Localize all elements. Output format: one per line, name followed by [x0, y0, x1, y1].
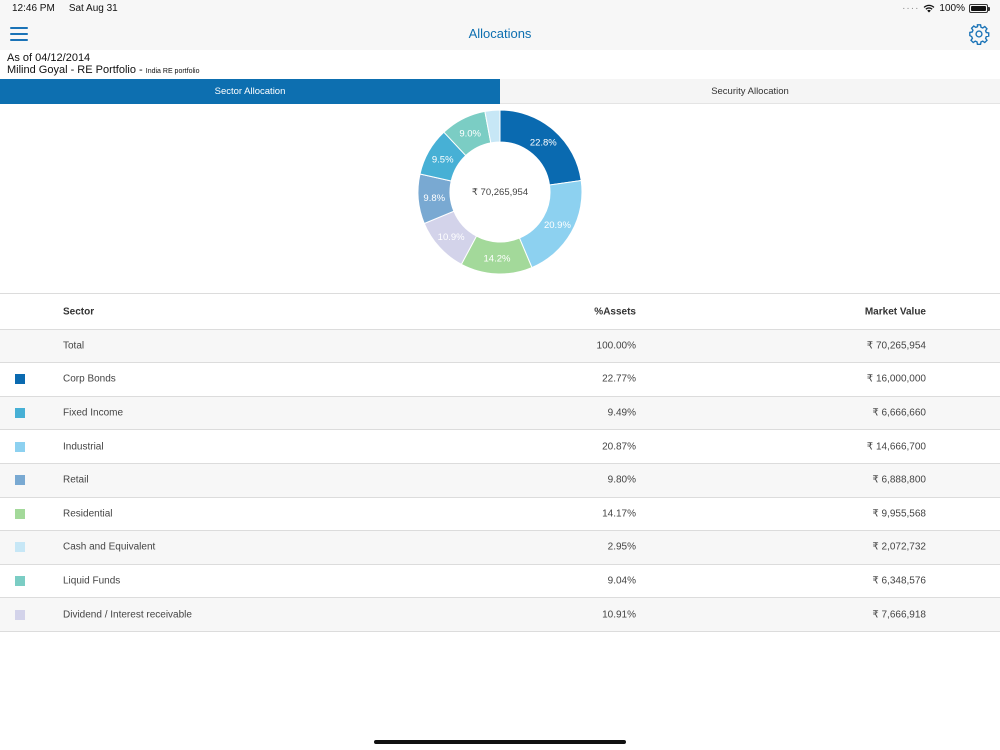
battery-icon [969, 4, 990, 13]
legend-swatch [15, 542, 25, 553]
slice-label: 22.8% [530, 138, 557, 149]
sector-market-value: ₹ 9,955,568 [872, 508, 926, 520]
table-header-row: Sector %Assets Market Value [0, 296, 1000, 330]
allocation-table: Sector %Assets Market Value Total 100.00… [0, 296, 1000, 632]
nav-bar: Allocations [0, 18, 1000, 50]
portfolio-info: As of 04/12/2014 Milind Goyal - RE Portf… [7, 52, 199, 78]
tab-security-allocation[interactable]: Security Allocation [500, 79, 1000, 104]
slice-label: 14.2% [484, 253, 511, 264]
donut-chart-svg: 22.8% 20.9% 14.2% 10.9% 9.8% 9.5% 9.0% ₹ 70,26… [417, 109, 583, 275]
slice-label: 9.5% [432, 155, 454, 166]
sector-market-value: ₹ 6,666,660 [872, 407, 926, 419]
sector-assets: 10.91% [602, 609, 636, 621]
legend-swatch [15, 408, 25, 419]
table-row[interactable]: Liquid Funds 9.04% ₹ 6,348,576 [0, 565, 1000, 599]
sector-name: Residential [63, 508, 113, 520]
slice-label: 20.9% [544, 220, 571, 231]
wifi-icon [924, 4, 935, 13]
sector-assets: 20.87% [602, 441, 636, 453]
total-market-value: ₹ 70,265,954 [866, 340, 926, 352]
sector-name: Corp Bonds [63, 373, 116, 385]
header-sector: Sector [63, 306, 95, 318]
status-date: Sat Aug 31 [68, 3, 118, 14]
sector-name: Industrial [63, 441, 104, 453]
table-row[interactable]: Fixed Income 9.49% ₹ 6,666,660 [0, 396, 1000, 431]
table-total-row: Total 100.00% ₹ 70,265,954 [0, 329, 1000, 364]
sector-assets: 9.80% [607, 474, 636, 486]
hamburger-menu-icon[interactable] [10, 27, 28, 41]
sector-market-value: ₹ 6,348,576 [872, 575, 926, 587]
sector-donut-chart: 22.8% 20.9% 14.2% 10.9% 9.8% 9.5% 9.0% ₹ 70,26… [0, 104, 1000, 294]
sector-name: Dividend / Interest receivable [63, 609, 192, 621]
sector-assets: 14.17% [602, 508, 636, 520]
sector-name: Liquid Funds [63, 575, 121, 587]
header-market-value: Market Value [864, 306, 926, 318]
table-row[interactable]: Dividend / Interest receivable 10.91% ₹ 7,… [0, 598, 1000, 632]
legend-swatch [15, 576, 25, 587]
status-bar: 12:46 PM Sat Aug 31 ···· 100% [0, 0, 1000, 18]
legend-swatch [15, 609, 25, 620]
sector-market-value: ₹ 7,666,918 [872, 609, 926, 621]
slice-label: 9.8% [423, 193, 445, 204]
portfolio-title: Milind Goyal - RE Portfolio - [7, 64, 146, 76]
tab-sector-allocation[interactable]: Sector Allocation [0, 79, 500, 104]
sector-assets: 22.77% [602, 373, 636, 385]
header-assets: %Assets [594, 306, 636, 318]
sector-market-value: ₹ 16,000,000 [866, 373, 926, 385]
table-row[interactable]: Retail 9.80% ₹ 6,888,800 [0, 463, 1000, 498]
dots-icon: ···· [902, 3, 920, 14]
portfolio-subtitle: India RE portfolio [145, 68, 200, 75]
page-title: Allocations [468, 26, 532, 41]
gear-icon[interactable] [968, 23, 990, 45]
sector-assets: 2.95% [607, 541, 636, 553]
table-row[interactable]: Residential 14.17% ₹ 9,955,568 [0, 498, 1000, 532]
legend-swatch [15, 374, 25, 385]
home-indicator[interactable] [374, 740, 626, 744]
battery-percent: 100% [939, 3, 965, 14]
sector-assets: 9.04% [607, 575, 636, 587]
legend-swatch [15, 475, 25, 486]
sector-name: Cash and Equivalent [63, 541, 156, 553]
sector-name: Fixed Income [63, 407, 124, 419]
table-row[interactable]: Cash and Equivalent 2.95% ₹ 2,072,732 [0, 531, 1000, 565]
as-of-date: As of 04/12/2014 [7, 52, 91, 64]
sector-market-value: ₹ 14,666,700 [866, 441, 926, 453]
total-assets: 100.00% [596, 340, 636, 352]
sector-market-value: ₹ 2,072,732 [872, 541, 926, 553]
allocation-tabs: Sector Allocation Security Allocation [0, 79, 1000, 104]
donut-center-total: ₹ 70,265,954 [472, 187, 528, 198]
sector-assets: 9.49% [607, 407, 636, 419]
table-row[interactable]: Industrial 20.87% ₹ 14,666,700 [0, 430, 1000, 464]
slice-label: 9.0% [459, 129, 481, 140]
legend-swatch [15, 508, 25, 519]
total-label: Total [63, 340, 85, 352]
slice-label: 10.9% [438, 232, 465, 243]
donut-slice[interactable] [484, 109, 501, 144]
portfolio-name: Milind Goyal - RE Portfolio - India RE p… [7, 64, 199, 78]
sector-name: Retail [63, 474, 89, 486]
legend-swatch [15, 441, 25, 452]
sector-market-value: ₹ 6,888,800 [872, 474, 926, 486]
status-time: 12:46 PM [12, 3, 55, 14]
table-row[interactable]: Corp Bonds 22.77% ₹ 16,000,000 [0, 363, 1000, 397]
